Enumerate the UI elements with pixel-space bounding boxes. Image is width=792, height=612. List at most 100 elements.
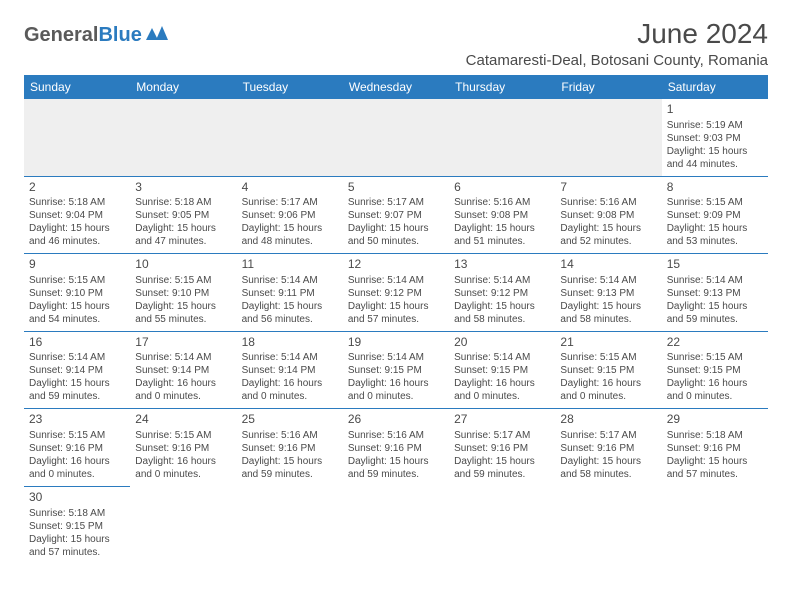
daylight-text: Daylight: 15 hours and 59 minutes.	[29, 377, 125, 403]
day-number: 22	[667, 335, 763, 351]
sunrise-text: Sunrise: 5:15 AM	[135, 429, 231, 442]
daylight-text: Daylight: 15 hours and 59 minutes.	[667, 300, 763, 326]
calendar-page: General Blue June 2024 Catamaresti-Deal,…	[0, 0, 792, 582]
calendar-week: 23Sunrise: 5:15 AMSunset: 9:16 PMDayligh…	[24, 409, 768, 487]
calendar-body: 1Sunrise: 5:19 AMSunset: 9:03 PMDaylight…	[24, 99, 768, 564]
sunset-text: Sunset: 9:11 PM	[242, 287, 338, 300]
calendar-day: 11Sunrise: 5:14 AMSunset: 9:11 PMDayligh…	[237, 254, 343, 332]
calendar-day: 16Sunrise: 5:14 AMSunset: 9:14 PMDayligh…	[24, 331, 130, 409]
logo-flag-icon	[146, 26, 168, 45]
daylight-text: Daylight: 16 hours and 0 minutes.	[135, 377, 231, 403]
day-header: Tuesday	[237, 75, 343, 99]
day-number: 15	[667, 257, 763, 273]
day-number: 16	[29, 335, 125, 351]
sunrise-text: Sunrise: 5:17 AM	[348, 196, 444, 209]
daylight-text: Daylight: 16 hours and 0 minutes.	[667, 377, 763, 403]
daylight-text: Daylight: 16 hours and 0 minutes.	[29, 455, 125, 481]
daylight-text: Daylight: 15 hours and 44 minutes.	[667, 145, 763, 171]
calendar-day: 12Sunrise: 5:14 AMSunset: 9:12 PMDayligh…	[343, 254, 449, 332]
daylight-text: Daylight: 15 hours and 48 minutes.	[242, 222, 338, 248]
sunset-text: Sunset: 9:09 PM	[667, 209, 763, 222]
location: Catamaresti-Deal, Botosani County, Roman…	[466, 52, 768, 69]
calendar-day-empty	[237, 99, 343, 176]
daylight-text: Daylight: 15 hours and 58 minutes.	[560, 300, 656, 326]
daylight-text: Daylight: 16 hours and 0 minutes.	[560, 377, 656, 403]
sunrise-text: Sunrise: 5:14 AM	[667, 274, 763, 287]
sunrise-text: Sunrise: 5:14 AM	[454, 351, 550, 364]
day-number: 20	[454, 335, 550, 351]
calendar-day: 8Sunrise: 5:15 AMSunset: 9:09 PMDaylight…	[662, 176, 768, 254]
sunset-text: Sunset: 9:14 PM	[242, 364, 338, 377]
sunset-text: Sunset: 9:16 PM	[348, 442, 444, 455]
calendar-week: 16Sunrise: 5:14 AMSunset: 9:14 PMDayligh…	[24, 331, 768, 409]
day-number: 5	[348, 180, 444, 196]
sunrise-text: Sunrise: 5:14 AM	[242, 274, 338, 287]
day-number: 17	[135, 335, 231, 351]
sunrise-text: Sunrise: 5:15 AM	[135, 274, 231, 287]
day-number: 9	[29, 257, 125, 273]
calendar-day: 29Sunrise: 5:18 AMSunset: 9:16 PMDayligh…	[662, 409, 768, 487]
day-number: 13	[454, 257, 550, 273]
daylight-text: Daylight: 15 hours and 57 minutes.	[348, 300, 444, 326]
calendar-day-empty	[555, 99, 661, 176]
calendar-day: 10Sunrise: 5:15 AMSunset: 9:10 PMDayligh…	[130, 254, 236, 332]
day-number: 29	[667, 412, 763, 428]
daylight-text: Daylight: 15 hours and 59 minutes.	[242, 455, 338, 481]
calendar-day-empty	[237, 486, 343, 563]
daylight-text: Daylight: 15 hours and 53 minutes.	[667, 222, 763, 248]
sunset-text: Sunset: 9:15 PM	[348, 364, 444, 377]
sunrise-text: Sunrise: 5:17 AM	[242, 196, 338, 209]
day-number: 18	[242, 335, 338, 351]
sunset-text: Sunset: 9:14 PM	[135, 364, 231, 377]
calendar-day: 30Sunrise: 5:18 AMSunset: 9:15 PMDayligh…	[24, 486, 130, 563]
sunrise-text: Sunrise: 5:19 AM	[667, 119, 763, 132]
calendar-day: 15Sunrise: 5:14 AMSunset: 9:13 PMDayligh…	[662, 254, 768, 332]
day-header-row: SundayMondayTuesdayWednesdayThursdayFrid…	[24, 75, 768, 99]
sunset-text: Sunset: 9:16 PM	[560, 442, 656, 455]
calendar-day: 3Sunrise: 5:18 AMSunset: 9:05 PMDaylight…	[130, 176, 236, 254]
calendar-table: SundayMondayTuesdayWednesdayThursdayFrid…	[24, 75, 768, 564]
sunset-text: Sunset: 9:12 PM	[454, 287, 550, 300]
sunset-text: Sunset: 9:08 PM	[560, 209, 656, 222]
daylight-text: Daylight: 16 hours and 0 minutes.	[454, 377, 550, 403]
sunset-text: Sunset: 9:08 PM	[454, 209, 550, 222]
sunset-text: Sunset: 9:15 PM	[29, 520, 125, 533]
day-number: 6	[454, 180, 550, 196]
day-number: 10	[135, 257, 231, 273]
title-block: June 2024 Catamaresti-Deal, Botosani Cou…	[466, 18, 768, 69]
calendar-day: 23Sunrise: 5:15 AMSunset: 9:16 PMDayligh…	[24, 409, 130, 487]
day-header: Wednesday	[343, 75, 449, 99]
calendar-day: 4Sunrise: 5:17 AMSunset: 9:06 PMDaylight…	[237, 176, 343, 254]
day-header: Saturday	[662, 75, 768, 99]
sunset-text: Sunset: 9:16 PM	[29, 442, 125, 455]
day-number: 14	[560, 257, 656, 273]
calendar-day: 25Sunrise: 5:16 AMSunset: 9:16 PMDayligh…	[237, 409, 343, 487]
calendar-week: 9Sunrise: 5:15 AMSunset: 9:10 PMDaylight…	[24, 254, 768, 332]
daylight-text: Daylight: 15 hours and 54 minutes.	[29, 300, 125, 326]
daylight-text: Daylight: 15 hours and 56 minutes.	[242, 300, 338, 326]
calendar-day: 28Sunrise: 5:17 AMSunset: 9:16 PMDayligh…	[555, 409, 661, 487]
day-number: 3	[135, 180, 231, 196]
sunrise-text: Sunrise: 5:17 AM	[454, 429, 550, 442]
sunrise-text: Sunrise: 5:15 AM	[29, 274, 125, 287]
day-number: 19	[348, 335, 444, 351]
sunset-text: Sunset: 9:03 PM	[667, 132, 763, 145]
sunset-text: Sunset: 9:07 PM	[348, 209, 444, 222]
sunrise-text: Sunrise: 5:15 AM	[667, 196, 763, 209]
calendar-day-empty	[343, 99, 449, 176]
sunset-text: Sunset: 9:16 PM	[135, 442, 231, 455]
calendar-day: 14Sunrise: 5:14 AMSunset: 9:13 PMDayligh…	[555, 254, 661, 332]
logo-text-blue: Blue	[98, 24, 141, 47]
day-number: 4	[242, 180, 338, 196]
header: General Blue June 2024 Catamaresti-Deal,…	[24, 18, 768, 69]
calendar-day: 26Sunrise: 5:16 AMSunset: 9:16 PMDayligh…	[343, 409, 449, 487]
daylight-text: Daylight: 15 hours and 59 minutes.	[454, 455, 550, 481]
sunset-text: Sunset: 9:15 PM	[560, 364, 656, 377]
calendar-day: 19Sunrise: 5:14 AMSunset: 9:15 PMDayligh…	[343, 331, 449, 409]
day-number: 30	[29, 490, 125, 506]
sunset-text: Sunset: 9:12 PM	[348, 287, 444, 300]
calendar-day: 1Sunrise: 5:19 AMSunset: 9:03 PMDaylight…	[662, 99, 768, 176]
day-number: 12	[348, 257, 444, 273]
sunrise-text: Sunrise: 5:15 AM	[560, 351, 656, 364]
logo: General Blue	[24, 24, 168, 47]
